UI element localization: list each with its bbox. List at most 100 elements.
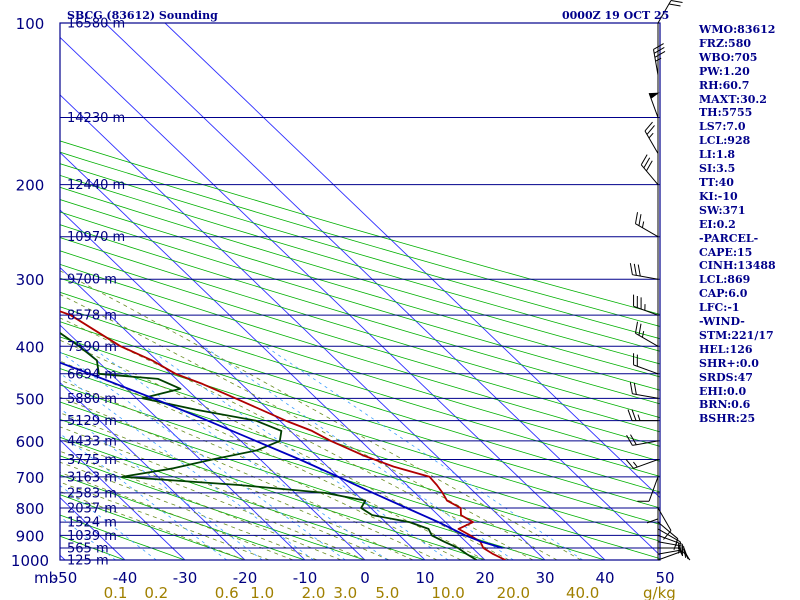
mixing-ratio-label: 10.0 (431, 584, 464, 600)
mixing-ratio-line (60, 351, 346, 560)
dry-adiabat-line (60, 514, 187, 560)
moist-adiabat-line (60, 412, 414, 560)
index-item: RH:60.7 (699, 78, 750, 92)
mixing-ratio-line (60, 515, 116, 560)
gkg-unit-label: g/kg (643, 584, 676, 600)
moist-adiabat-line (60, 491, 246, 560)
dry-adiabat-line (60, 436, 427, 560)
index-item: SHR+:0.0 (699, 356, 759, 370)
dry-adiabat-line (60, 368, 660, 559)
index-item: CINH:13488 (699, 259, 776, 273)
index-item: SRDS:47 (699, 370, 753, 384)
dry-adiabat-line (60, 455, 367, 560)
index-item: -PARCEL- (699, 231, 759, 245)
dry-adiabat-line (60, 494, 247, 560)
height-label: 565 m (67, 542, 109, 557)
pressure-label: 700 (16, 469, 45, 487)
wind-barb (637, 476, 659, 502)
sounding-traces (60, 310, 506, 560)
temp-tick-label: 30 (535, 569, 554, 587)
wind-barb (657, 507, 672, 540)
dry-adiabat-line (60, 384, 607, 560)
dry-adiabat-line (60, 291, 660, 477)
pressure-label: 900 (16, 527, 45, 545)
wind-barb (629, 382, 659, 399)
dry-adiabat-line (60, 237, 660, 419)
moist-adiabat-line (60, 360, 486, 560)
isotherm-line (60, 94, 546, 560)
moist-adiabat-line (60, 426, 390, 560)
mixing-ratio-label: 0.1 (104, 584, 128, 600)
wind-barb (657, 528, 682, 554)
isotherm-line (60, 209, 426, 560)
wind-barb (644, 121, 659, 154)
wind-barb (625, 459, 659, 469)
index-item: HEL:126 (699, 342, 753, 356)
index-item: LCL:928 (699, 134, 751, 148)
wind-barb-column (625, 0, 691, 561)
wind-barb (633, 294, 659, 316)
wind-barb (634, 321, 659, 347)
index-item: SW:371 (699, 203, 746, 217)
index-item: LI:1.8 (699, 148, 736, 162)
dry-adiabat-line (60, 174, 660, 352)
wind-barb (657, 521, 679, 550)
index-item: LS7:7.0 (699, 120, 746, 134)
index-item: SI:3.5 (699, 162, 736, 176)
mixing-ratio-label: 0.6 (215, 584, 239, 600)
height-label: 2583 m (67, 486, 117, 501)
mixing-ratio-label: 40.0 (566, 584, 599, 600)
index-item: CAP:6.0 (699, 287, 748, 301)
mixing-ratio-label: 20.0 (497, 584, 530, 600)
temp-tick-label: 10 (415, 569, 434, 587)
index-item: CAPE:15 (699, 245, 753, 259)
wind-barb (634, 212, 659, 238)
height-label: 1039 m (67, 529, 117, 544)
mixing-ratio-label: 0.2 (144, 584, 168, 600)
temp-tick-label: 50 (655, 569, 674, 587)
temp-tick-label: -50 (53, 569, 78, 587)
mixing-ratio-line (265, 345, 583, 560)
height-label: 2037 m (67, 501, 117, 516)
index-item: MAXT:30.2 (699, 92, 767, 106)
mixing-ratio-line (60, 433, 227, 560)
temp-tick-label: -10 (293, 569, 318, 587)
temp-tick-label: -30 (173, 569, 198, 587)
dry-adiabat-line (60, 401, 547, 560)
mixing-ratio-line (60, 484, 157, 560)
isotherm-line (60, 381, 246, 560)
pressure-label: 1000 (11, 552, 49, 570)
moist-adiabat-line (60, 439, 366, 560)
moist-adiabat-line (60, 450, 342, 560)
index-item: BRN:0.6 (699, 398, 751, 412)
temp-tick-label: 40 (595, 569, 614, 587)
index-item: WMO:83612 (699, 23, 776, 36)
height-label: 6694 m (67, 367, 117, 382)
moist-adiabat-line (60, 461, 318, 560)
dry-adiabat-line (60, 336, 660, 525)
index-item: TT:40 (699, 175, 734, 189)
wind-barb (640, 154, 659, 186)
dry-adiabat-line (60, 151, 660, 327)
wind-barb (627, 409, 658, 422)
wind-barb (626, 434, 659, 446)
height-label: 8578 m (67, 309, 117, 324)
index-item: -WIND- (699, 315, 745, 329)
height-label: 5129 m (67, 414, 117, 429)
height-label: 3163 m (67, 470, 117, 485)
temperature-trace (60, 310, 506, 560)
isotherm-line (60, 439, 186, 560)
dry-adiabat-line (60, 186, 660, 365)
height-label: 7590 m (67, 340, 117, 355)
height-label: 3775 m (67, 453, 117, 468)
parcel-trace (60, 361, 503, 549)
moist-adiabat-line (60, 317, 534, 560)
mixing-ratio-label: 1.0 (250, 584, 274, 600)
temp-tick-label: 0 (360, 569, 370, 587)
moist-adiabat-line (60, 481, 270, 560)
height-label: 4433 m (67, 434, 117, 449)
index-item: EI:0.2 (699, 217, 736, 231)
mixing-ratio-label: 5.0 (375, 584, 399, 600)
